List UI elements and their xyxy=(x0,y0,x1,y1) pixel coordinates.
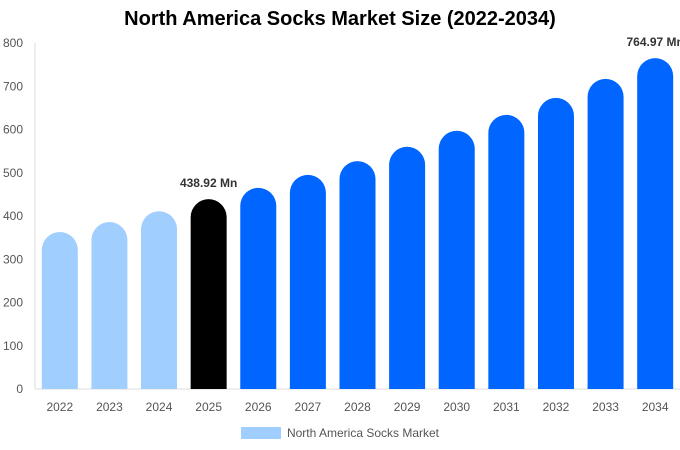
x-tick-label: 2030 xyxy=(443,400,470,414)
bar-2024 xyxy=(141,211,178,389)
bar-2031 xyxy=(488,114,525,389)
y-tick-label: 500 xyxy=(3,166,23,180)
data-label-2025: 438.92 Mn xyxy=(180,176,237,190)
x-tick-label: 2034 xyxy=(642,400,669,414)
x-tick-label: 2025 xyxy=(195,400,222,414)
bar-2030 xyxy=(438,130,475,390)
bar-2034 xyxy=(637,58,674,389)
y-tick-label: 200 xyxy=(3,296,23,310)
x-tick-label: 2027 xyxy=(295,400,322,414)
data-label-2034: 764.97 Mn xyxy=(627,35,680,49)
x-tick-label: 2032 xyxy=(543,400,570,414)
y-tick-label: 0 xyxy=(16,382,23,396)
bar-2026 xyxy=(240,187,277,389)
bar-2028 xyxy=(339,161,376,389)
x-tick-label: 2033 xyxy=(592,400,619,414)
legend-swatch xyxy=(240,427,281,439)
y-tick-label: 600 xyxy=(3,123,23,137)
y-tick-label: 700 xyxy=(3,79,23,93)
x-tick-label: 2024 xyxy=(146,400,173,414)
bar-2027 xyxy=(289,174,326,389)
y-tick-label: 300 xyxy=(3,252,23,266)
x-tick-label: 2029 xyxy=(394,400,421,414)
bar-2029 xyxy=(389,146,426,389)
bar-2023 xyxy=(91,222,128,389)
y-tick-label: 800 xyxy=(3,36,23,50)
legend: North America Socks Market xyxy=(0,426,680,440)
x-tick-label: 2022 xyxy=(46,400,73,414)
y-tick-label: 400 xyxy=(3,209,23,223)
x-tick-label: 2031 xyxy=(493,400,520,414)
bar-2032 xyxy=(537,97,574,390)
bar-2022 xyxy=(41,232,78,389)
legend-label: North America Socks Market xyxy=(286,426,440,440)
x-tick-label: 2028 xyxy=(344,400,371,414)
chart-title: North America Socks Market Size (2022-20… xyxy=(124,8,556,30)
bar-2033 xyxy=(587,78,624,390)
x-tick-label: 2023 xyxy=(96,400,123,414)
x-tick-label: 2026 xyxy=(245,400,272,414)
y-tick-label: 100 xyxy=(3,339,23,353)
bar-2025 xyxy=(190,199,227,389)
